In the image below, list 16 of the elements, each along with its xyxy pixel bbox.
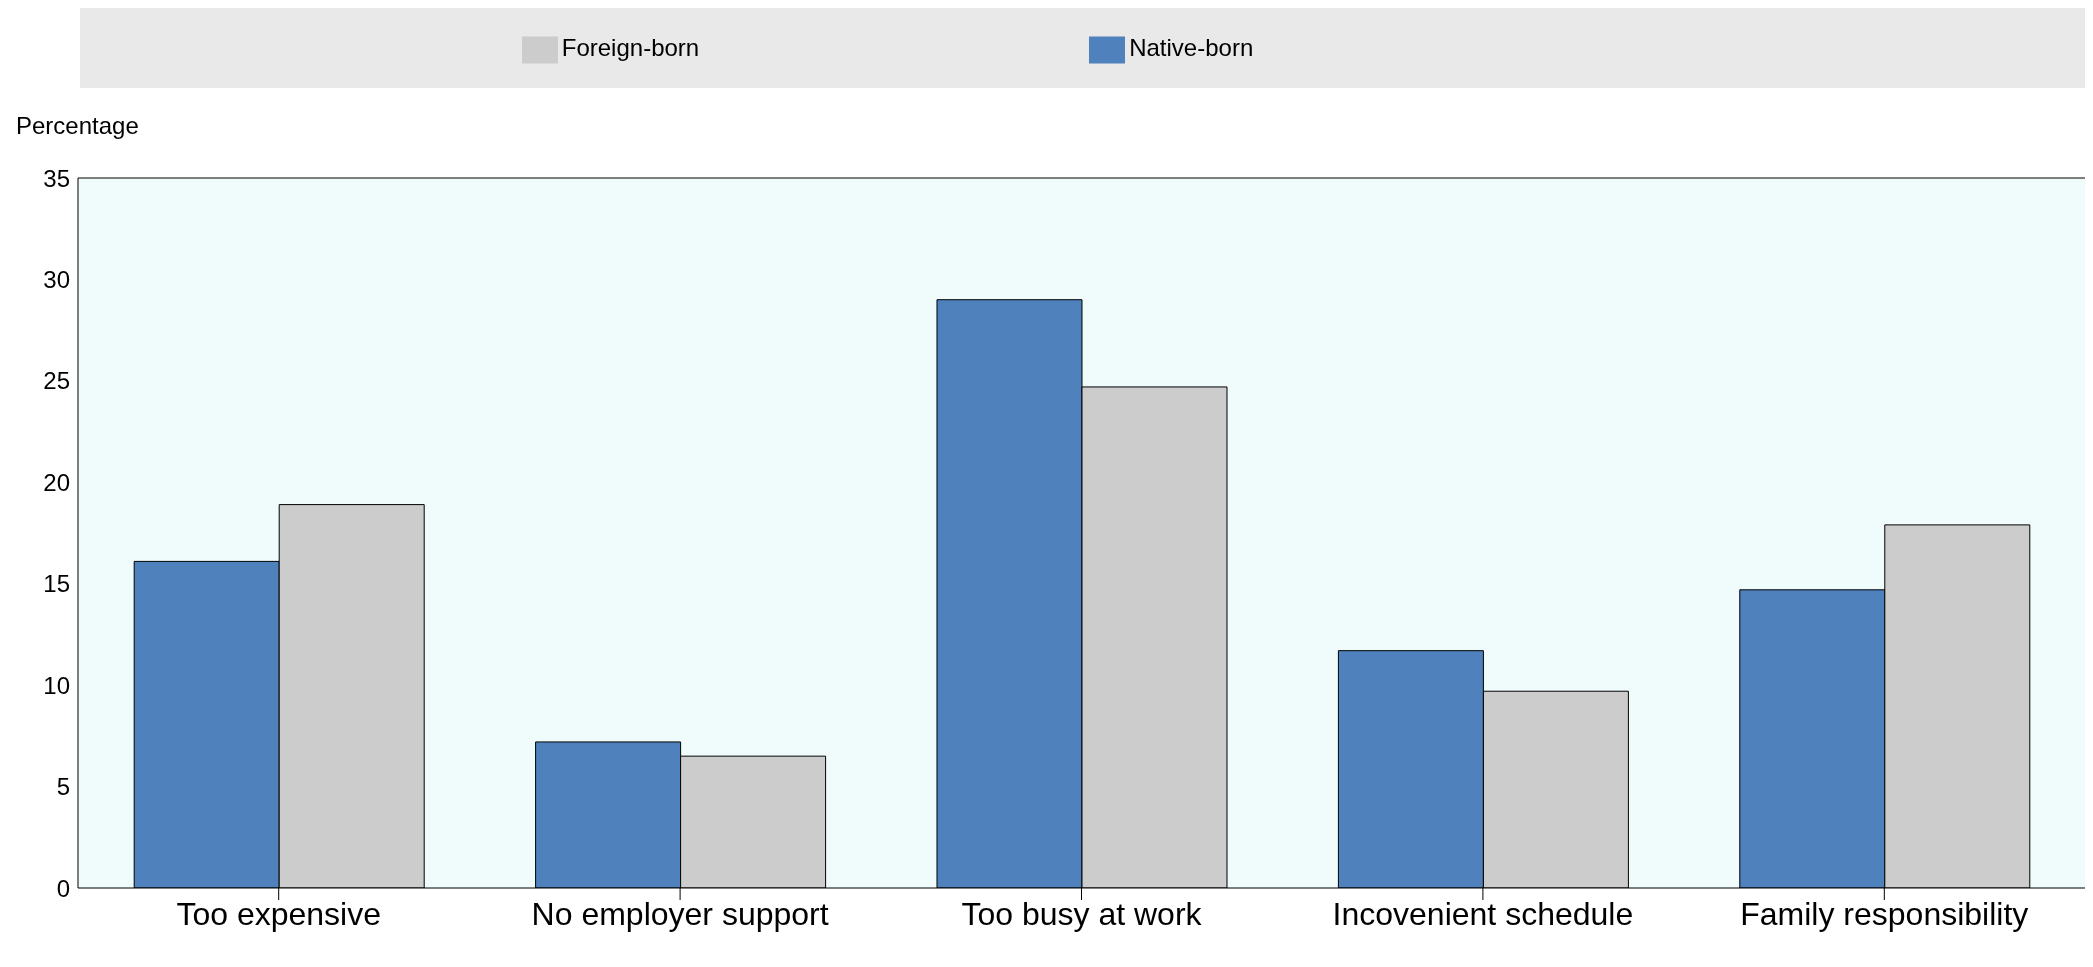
x-tick-label: Incovenient schedule [1332, 895, 1634, 932]
y-axis-title: Percentage [16, 112, 139, 140]
y-tick-label: 15 [43, 570, 70, 598]
y-tick-label: 0 [56, 874, 70, 902]
y-tick-label: 35 [43, 164, 70, 192]
y-tick-label: 30 [43, 265, 70, 293]
y-tick-label: 20 [43, 468, 70, 496]
y-tick-label: 25 [43, 367, 70, 395]
x-tick-label: No employer support [531, 895, 829, 932]
legend-label: Foreign-born [561, 34, 700, 61]
x-tick-label: Family responsibility [1740, 895, 2029, 932]
legend-label: Native-born [1129, 34, 1254, 61]
y-tick-label: 10 [43, 671, 70, 699]
x-tick-label: Too expensive [176, 895, 381, 932]
x-tick-label: Too busy at work [961, 895, 1203, 932]
y-tick-label: 5 [56, 773, 70, 801]
